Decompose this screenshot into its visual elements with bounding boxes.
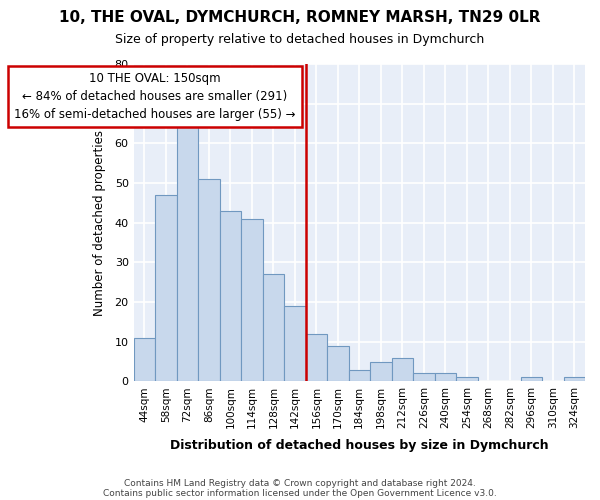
Bar [349, 370, 370, 382]
X-axis label: Distribution of detached houses by size in Dymchurch: Distribution of detached houses by size … [170, 440, 548, 452]
Text: Size of property relative to detached houses in Dymchurch: Size of property relative to detached ho… [115, 32, 485, 46]
Y-axis label: Number of detached properties: Number of detached properties [93, 130, 106, 316]
Bar [370, 362, 392, 382]
Bar [456, 378, 478, 382]
Bar [198, 179, 220, 382]
Text: Contains HM Land Registry data © Crown copyright and database right 2024.: Contains HM Land Registry data © Crown c… [124, 478, 476, 488]
Bar [263, 274, 284, 382]
Bar [176, 124, 198, 382]
Bar [521, 378, 542, 382]
Bar [284, 306, 305, 382]
Bar [392, 358, 413, 382]
Text: 10, THE OVAL, DYMCHURCH, ROMNEY MARSH, TN29 0LR: 10, THE OVAL, DYMCHURCH, ROMNEY MARSH, T… [59, 10, 541, 25]
Bar [220, 211, 241, 382]
Bar [155, 195, 176, 382]
Bar [241, 218, 263, 382]
Bar [305, 334, 327, 382]
Text: 10 THE OVAL: 150sqm
← 84% of detached houses are smaller (291)
16% of semi-detac: 10 THE OVAL: 150sqm ← 84% of detached ho… [14, 72, 296, 121]
Bar [327, 346, 349, 382]
Bar [434, 374, 456, 382]
Text: Contains public sector information licensed under the Open Government Licence v3: Contains public sector information licen… [103, 488, 497, 498]
Bar [413, 374, 434, 382]
Bar [134, 338, 155, 382]
Bar [563, 378, 585, 382]
